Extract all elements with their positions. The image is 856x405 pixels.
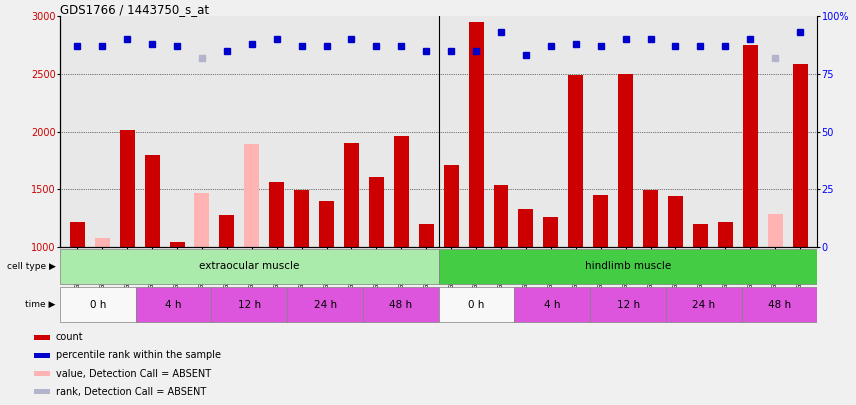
FancyBboxPatch shape: [211, 288, 287, 322]
Bar: [544, 217, 558, 247]
Bar: [219, 215, 235, 247]
Bar: [768, 213, 782, 247]
Bar: [34, 371, 50, 376]
Text: 48 h: 48 h: [768, 300, 791, 310]
Bar: [34, 353, 50, 358]
Text: percentile rank within the sample: percentile rank within the sample: [56, 350, 221, 360]
Bar: [344, 143, 359, 247]
Bar: [145, 155, 159, 247]
FancyBboxPatch shape: [438, 249, 817, 284]
Bar: [120, 130, 134, 247]
Bar: [494, 185, 508, 247]
Bar: [244, 144, 259, 247]
Text: value, Detection Call = ABSENT: value, Detection Call = ABSENT: [56, 369, 211, 379]
FancyBboxPatch shape: [438, 288, 514, 322]
Bar: [369, 177, 383, 247]
Text: 12 h: 12 h: [616, 300, 639, 310]
Text: 0 h: 0 h: [90, 300, 106, 310]
Text: 4 h: 4 h: [544, 300, 561, 310]
Text: rank, Detection Call = ABSENT: rank, Detection Call = ABSENT: [56, 386, 206, 396]
Bar: [419, 224, 434, 247]
FancyBboxPatch shape: [590, 288, 666, 322]
FancyBboxPatch shape: [60, 288, 135, 322]
Text: 24 h: 24 h: [693, 300, 716, 310]
Text: hindlimb muscle: hindlimb muscle: [585, 261, 671, 271]
Bar: [319, 201, 334, 247]
Bar: [468, 22, 484, 247]
Bar: [568, 75, 583, 247]
Text: extraocular muscle: extraocular muscle: [199, 261, 300, 271]
Text: count: count: [56, 333, 83, 343]
Bar: [793, 64, 807, 247]
Bar: [668, 196, 683, 247]
Text: time ▶: time ▶: [26, 300, 56, 309]
Bar: [194, 193, 210, 247]
Bar: [693, 224, 708, 247]
Bar: [169, 243, 185, 247]
Text: 24 h: 24 h: [313, 300, 336, 310]
Bar: [593, 195, 608, 247]
Bar: [294, 190, 309, 247]
Bar: [443, 165, 459, 247]
FancyBboxPatch shape: [135, 288, 211, 322]
Text: 48 h: 48 h: [389, 300, 413, 310]
FancyBboxPatch shape: [287, 288, 363, 322]
FancyBboxPatch shape: [514, 288, 590, 322]
Bar: [394, 136, 409, 247]
Bar: [70, 222, 85, 247]
Text: GDS1766 / 1443750_s_at: GDS1766 / 1443750_s_at: [60, 3, 209, 16]
Bar: [270, 182, 284, 247]
Bar: [34, 335, 50, 340]
Bar: [34, 389, 50, 394]
Bar: [95, 238, 110, 247]
Bar: [743, 45, 758, 247]
Bar: [519, 209, 533, 247]
Bar: [618, 74, 633, 247]
Text: cell type ▶: cell type ▶: [7, 262, 56, 271]
FancyBboxPatch shape: [741, 288, 817, 322]
FancyBboxPatch shape: [666, 288, 741, 322]
Text: 12 h: 12 h: [238, 300, 261, 310]
Bar: [643, 190, 658, 247]
FancyBboxPatch shape: [363, 288, 438, 322]
Bar: [718, 222, 733, 247]
Text: 4 h: 4 h: [165, 300, 181, 310]
Text: 0 h: 0 h: [468, 300, 484, 310]
FancyBboxPatch shape: [60, 249, 438, 284]
